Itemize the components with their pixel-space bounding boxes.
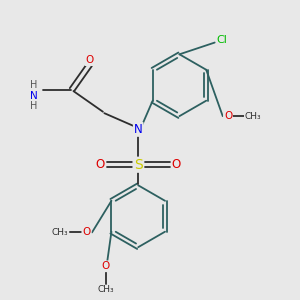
Text: N: N	[134, 123, 142, 136]
Text: O: O	[172, 158, 181, 171]
Text: CH₃: CH₃	[52, 228, 68, 237]
Text: CH₃: CH₃	[245, 112, 261, 121]
Text: CH₃: CH₃	[98, 285, 114, 294]
Text: H: H	[30, 80, 38, 90]
Text: Cl: Cl	[217, 34, 228, 45]
Text: O: O	[95, 158, 105, 171]
Text: O: O	[102, 261, 110, 271]
Text: S: S	[134, 158, 142, 172]
Text: N: N	[30, 91, 38, 100]
Text: O: O	[82, 227, 91, 237]
Text: H: H	[30, 101, 38, 111]
Text: O: O	[85, 55, 94, 65]
Text: O: O	[224, 111, 232, 121]
